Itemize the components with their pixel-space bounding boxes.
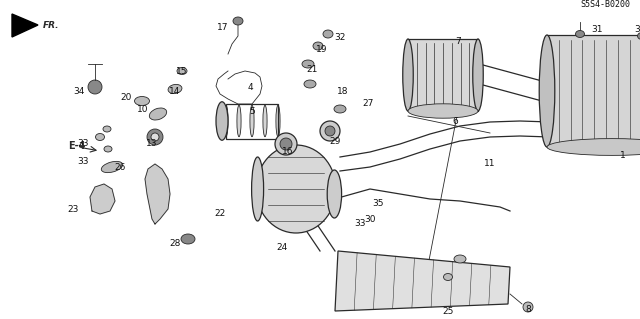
- Ellipse shape: [147, 129, 163, 145]
- Ellipse shape: [101, 161, 123, 173]
- Ellipse shape: [320, 121, 340, 141]
- Ellipse shape: [168, 85, 182, 93]
- Text: 31: 31: [591, 25, 603, 33]
- Ellipse shape: [280, 138, 292, 150]
- Ellipse shape: [256, 145, 336, 233]
- Text: 26: 26: [115, 162, 125, 172]
- Text: 27: 27: [362, 100, 374, 108]
- Text: 32: 32: [334, 33, 346, 41]
- Text: 21: 21: [307, 64, 317, 73]
- Ellipse shape: [403, 39, 413, 111]
- Text: 13: 13: [147, 139, 157, 149]
- Ellipse shape: [103, 126, 111, 132]
- Polygon shape: [12, 14, 38, 37]
- Text: 34: 34: [74, 86, 84, 95]
- Ellipse shape: [104, 146, 112, 152]
- Text: FR.: FR.: [43, 20, 60, 29]
- Text: 6: 6: [452, 116, 458, 125]
- Bar: [547, 35, 640, 147]
- Ellipse shape: [313, 42, 323, 50]
- Text: 11: 11: [484, 160, 496, 168]
- Text: 35: 35: [372, 199, 384, 209]
- Text: 25: 25: [442, 307, 454, 315]
- Ellipse shape: [263, 105, 267, 137]
- Ellipse shape: [88, 80, 102, 94]
- Text: 18: 18: [337, 86, 349, 95]
- Text: 7: 7: [455, 36, 461, 46]
- Text: 33: 33: [355, 219, 365, 228]
- Ellipse shape: [547, 138, 640, 155]
- Polygon shape: [335, 251, 510, 311]
- Ellipse shape: [575, 31, 584, 38]
- Ellipse shape: [95, 133, 104, 140]
- Text: 19: 19: [316, 44, 328, 54]
- Bar: [408, 39, 478, 111]
- Text: 24: 24: [276, 242, 287, 251]
- Ellipse shape: [304, 80, 316, 88]
- Ellipse shape: [323, 30, 333, 38]
- Ellipse shape: [444, 273, 452, 280]
- Text: 33: 33: [77, 139, 89, 149]
- Text: 20: 20: [120, 93, 132, 101]
- Text: 28: 28: [170, 239, 180, 248]
- Polygon shape: [90, 184, 115, 214]
- Bar: [226, 103, 278, 138]
- Ellipse shape: [334, 105, 346, 113]
- Text: 5: 5: [249, 107, 255, 115]
- Ellipse shape: [637, 33, 640, 40]
- Ellipse shape: [408, 104, 478, 118]
- Polygon shape: [145, 164, 170, 224]
- Text: 17: 17: [217, 23, 228, 32]
- Ellipse shape: [523, 302, 533, 312]
- Ellipse shape: [237, 105, 241, 137]
- Text: 29: 29: [330, 137, 340, 145]
- Ellipse shape: [250, 105, 254, 137]
- Ellipse shape: [302, 60, 314, 68]
- Ellipse shape: [275, 133, 297, 155]
- Ellipse shape: [233, 17, 243, 25]
- Text: 8: 8: [525, 305, 531, 314]
- Ellipse shape: [325, 126, 335, 136]
- Ellipse shape: [181, 234, 195, 244]
- Ellipse shape: [216, 102, 228, 140]
- Ellipse shape: [134, 97, 150, 106]
- Ellipse shape: [252, 157, 264, 221]
- Ellipse shape: [276, 105, 280, 137]
- Ellipse shape: [177, 68, 187, 75]
- Text: 15: 15: [176, 66, 188, 76]
- Text: 22: 22: [214, 210, 226, 219]
- Text: 33: 33: [77, 157, 89, 166]
- Text: E-4: E-4: [68, 141, 85, 151]
- Text: 31: 31: [634, 25, 640, 33]
- Text: 1: 1: [620, 152, 626, 160]
- Text: 14: 14: [170, 86, 180, 95]
- Ellipse shape: [540, 35, 555, 147]
- Text: 30: 30: [364, 214, 376, 224]
- Text: 16: 16: [282, 146, 294, 155]
- Ellipse shape: [224, 105, 228, 137]
- Text: 10: 10: [137, 105, 148, 114]
- Text: S5S4-B0200: S5S4-B0200: [580, 0, 630, 9]
- Ellipse shape: [151, 133, 159, 141]
- Ellipse shape: [327, 170, 342, 218]
- Ellipse shape: [149, 108, 166, 120]
- Ellipse shape: [473, 39, 483, 111]
- Text: 23: 23: [67, 204, 79, 213]
- Text: 4: 4: [247, 83, 253, 92]
- Ellipse shape: [454, 255, 466, 263]
